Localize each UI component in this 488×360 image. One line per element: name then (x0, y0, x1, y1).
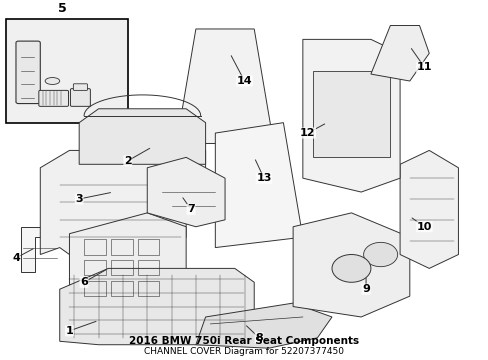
Ellipse shape (45, 77, 60, 85)
Text: 2: 2 (123, 156, 131, 166)
Text: 13: 13 (256, 173, 271, 183)
Polygon shape (79, 109, 205, 164)
Bar (111, 260, 132, 275)
Circle shape (346, 265, 356, 272)
Text: 11: 11 (416, 62, 431, 72)
Circle shape (339, 260, 363, 277)
Bar (84, 280, 106, 296)
Text: 6: 6 (80, 277, 88, 287)
Bar (312, 71, 389, 157)
FancyBboxPatch shape (39, 90, 68, 106)
Bar (84, 239, 106, 255)
Circle shape (370, 248, 389, 261)
FancyBboxPatch shape (73, 84, 87, 90)
Polygon shape (60, 269, 254, 345)
Polygon shape (292, 213, 409, 317)
Text: 5: 5 (58, 2, 66, 15)
Bar (137, 239, 159, 255)
Polygon shape (147, 157, 224, 227)
Circle shape (363, 242, 397, 267)
Polygon shape (176, 29, 273, 144)
Polygon shape (40, 150, 205, 255)
Bar (111, 239, 132, 255)
Bar (111, 280, 132, 296)
Circle shape (331, 255, 370, 282)
FancyBboxPatch shape (16, 41, 40, 104)
Bar (137, 280, 159, 296)
Polygon shape (370, 26, 428, 81)
Text: 8: 8 (255, 333, 263, 343)
Polygon shape (21, 227, 60, 272)
Text: 12: 12 (299, 128, 315, 138)
Bar (6, 19, 127, 123)
Text: 7: 7 (187, 204, 195, 215)
Polygon shape (215, 123, 302, 248)
Text: 14: 14 (236, 76, 252, 86)
Text: 3: 3 (75, 194, 83, 204)
Circle shape (376, 252, 384, 257)
Text: 1: 1 (65, 326, 73, 336)
Text: CHANNEL COVER Diagram for 52207377450: CHANNEL COVER Diagram for 52207377450 (144, 347, 344, 356)
Bar (137, 260, 159, 275)
Bar (84, 260, 106, 275)
FancyBboxPatch shape (70, 89, 90, 106)
Polygon shape (196, 303, 331, 348)
Text: 10: 10 (416, 222, 431, 232)
Text: 4: 4 (12, 253, 20, 263)
Polygon shape (399, 150, 458, 269)
Polygon shape (69, 213, 186, 310)
Text: 2016 BMW 750i Rear Seat Components: 2016 BMW 750i Rear Seat Components (129, 336, 359, 346)
Text: 9: 9 (362, 284, 369, 294)
Polygon shape (302, 39, 399, 192)
